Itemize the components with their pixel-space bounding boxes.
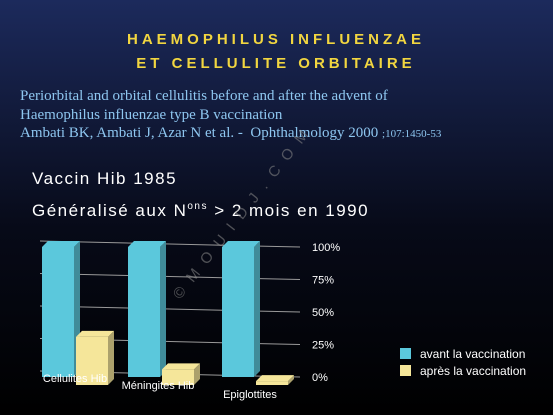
- bar: [128, 241, 166, 377]
- x-tick-label: Epiglottites: [223, 389, 277, 401]
- bar-side: [194, 363, 200, 385]
- bullet: Généralisé aux Nons > 2 mois en 1990: [32, 201, 369, 220]
- bar-top: [162, 363, 200, 370]
- bar: [76, 330, 114, 385]
- bar-top: [128, 241, 166, 247]
- reference: ;107:1450-53: [382, 128, 442, 140]
- bar-side: [108, 330, 114, 385]
- bar: [162, 363, 200, 385]
- reference: Haemophilus influenzae type B vaccinatio…: [20, 107, 283, 123]
- bar-front: [76, 336, 108, 385]
- bar-top: [256, 375, 294, 382]
- bar: [42, 241, 80, 377]
- bar-front: [256, 381, 288, 385]
- x-tick-label: Cellulites Hib: [43, 373, 107, 385]
- bar-front: [222, 247, 254, 377]
- bar-front: [42, 247, 74, 377]
- bullet: Généralisé aux N: [32, 201, 187, 220]
- legend-label: après la vaccination: [420, 364, 526, 378]
- bullet: > 2 mois en 1990: [208, 201, 369, 220]
- reference: Periorbital and orbital cellulitis befor…: [20, 88, 388, 104]
- y-tick-label: 25%: [312, 340, 334, 352]
- chart: 0% 25% 50% 75% 100% Cellulites Hib Méningites …: [39, 240, 526, 401]
- title: ET CELLULITE ORBITAIRE: [136, 55, 415, 72]
- x-tick-label: Méningites Hib: [122, 380, 195, 392]
- y-tick-label: 100%: [312, 242, 340, 254]
- bar-front: [162, 369, 194, 385]
- y-tick-label: 0%: [312, 372, 328, 384]
- reference: Ambati BK, Ambati J, Azar N et al. - Oph…: [20, 125, 442, 141]
- y-tick-label: 50%: [312, 307, 334, 319]
- bar-side: [160, 241, 166, 377]
- bullet: Vaccin Hib 1985: [32, 169, 177, 188]
- bar: [256, 375, 294, 385]
- legend-label: avant la vaccination: [420, 347, 525, 361]
- bar-top: [76, 330, 114, 337]
- title: HAEMOPHILUS INFLUENZAE: [127, 31, 425, 48]
- bar-top: [42, 241, 80, 247]
- bar-side: [288, 375, 294, 385]
- legend-swatch: [400, 348, 411, 359]
- reference: Ambati BK, Ambati J, Azar N et al. - Oph…: [20, 125, 382, 141]
- bar-top: [222, 241, 260, 247]
- bar: [222, 241, 260, 377]
- superscript: ons: [187, 201, 208, 212]
- legend-swatch: [400, 365, 411, 376]
- bar-front: [128, 247, 160, 377]
- y-tick-label: 75%: [312, 275, 334, 287]
- bar-side: [254, 241, 260, 377]
